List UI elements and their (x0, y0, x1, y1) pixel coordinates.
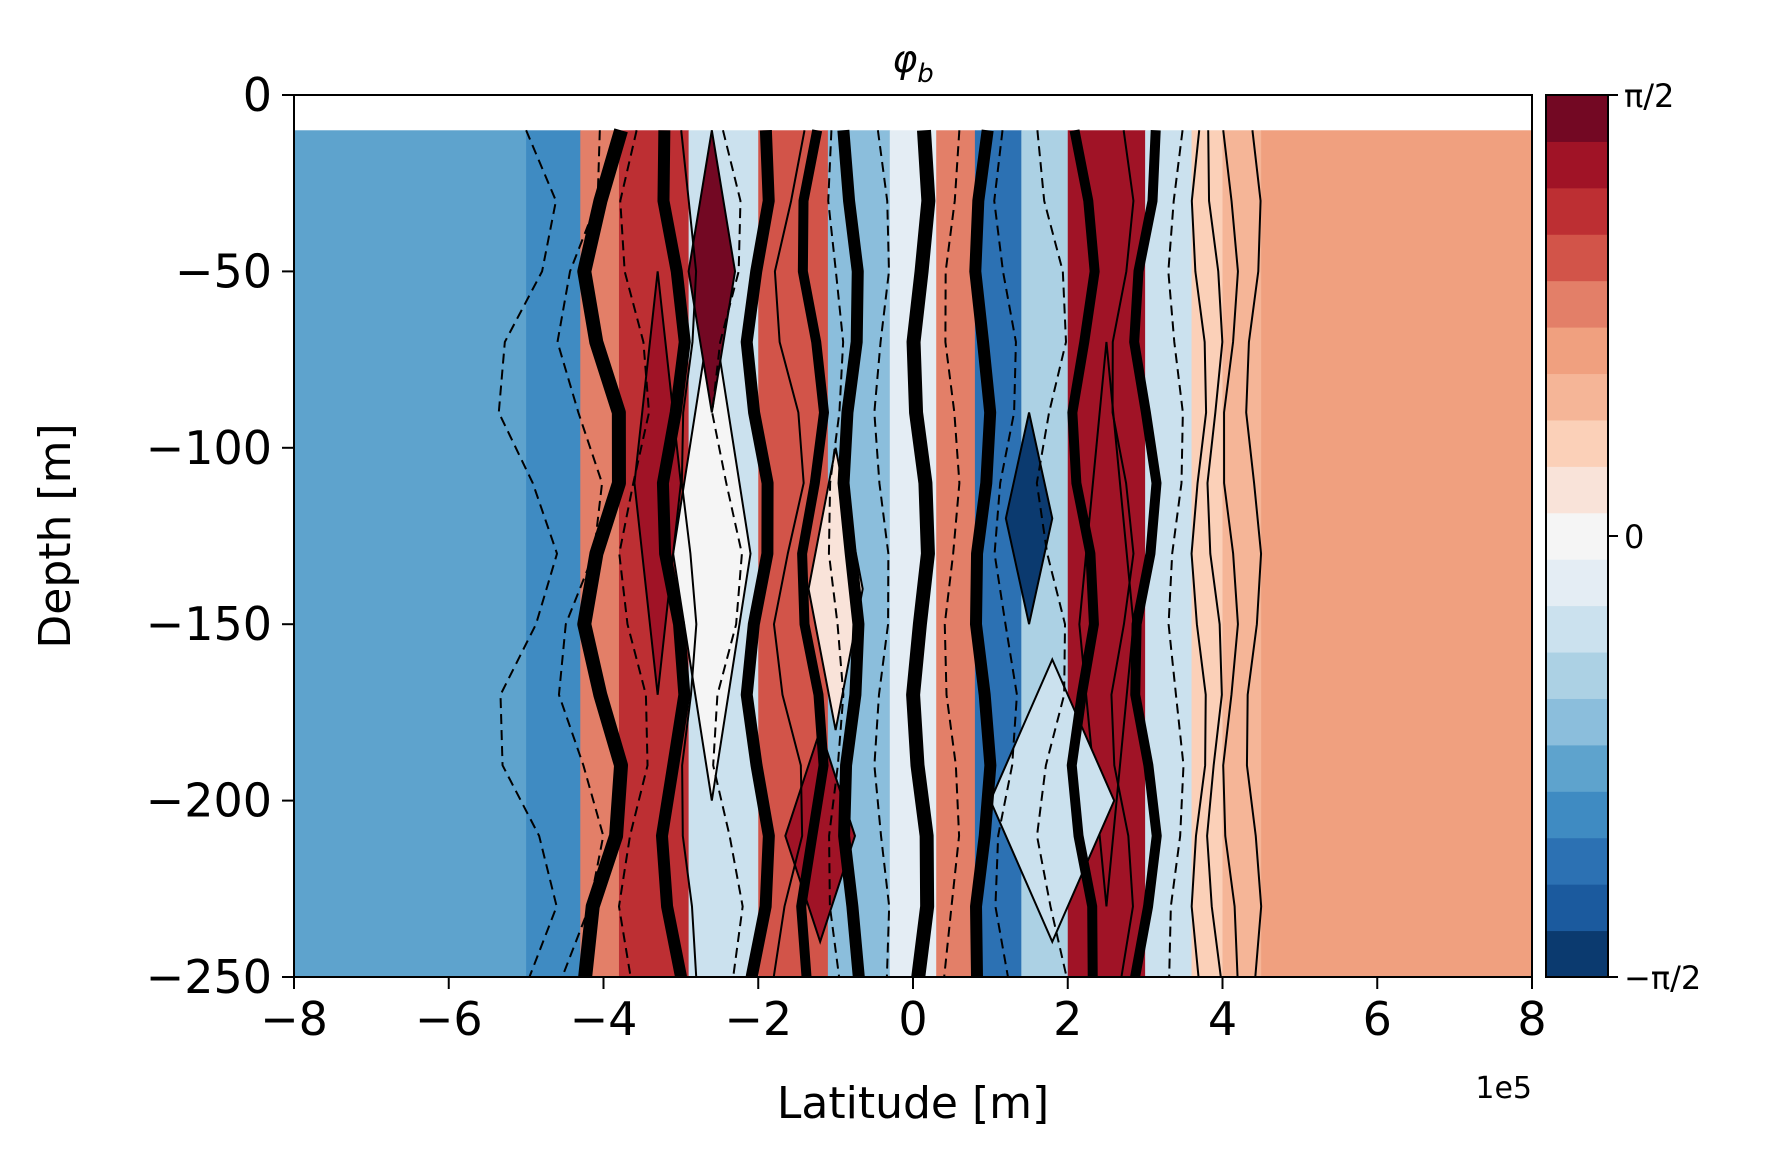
contour-line-positive (969, 129, 997, 977)
y-tick-label: −150 (146, 597, 272, 651)
chart-title: φb (892, 37, 934, 89)
colorbar-level (1546, 884, 1608, 932)
colorbar-level (1546, 187, 1608, 235)
colorbar-tick-label: π/2 (1624, 77, 1674, 115)
x-tick-label: 8 (1517, 992, 1546, 1046)
y-axis-label: Depth [m] (30, 423, 81, 648)
contour-line-positive (837, 129, 865, 977)
colorbar-level (1546, 327, 1608, 375)
colorbar-level (1546, 280, 1608, 328)
colorbar-level (1546, 141, 1608, 189)
contour-line-negative (943, 130, 961, 977)
y-tick-label: −200 (146, 774, 272, 828)
contour-line-positive (1110, 130, 1135, 977)
contour-line-positive (772, 130, 806, 977)
contour-line-positive (1222, 130, 1239, 977)
y-tick-label: −250 (146, 950, 272, 1004)
contour-line-positive (796, 129, 829, 977)
y-tick-label: −100 (146, 421, 272, 475)
chart-title-base: φ (892, 37, 917, 81)
contour-line-positive (1190, 130, 1208, 977)
filled-band (526, 130, 581, 977)
colorbar: π/2 0 −π/2 (1545, 77, 1701, 997)
x-tick-label: 2 (1053, 992, 1082, 1046)
colorbar-level (1546, 512, 1608, 560)
colorbar-level (1546, 419, 1608, 467)
contour-line-positive (680, 130, 698, 977)
colorbar-level (1546, 930, 1608, 978)
colorbar-level (1546, 791, 1608, 839)
x-axis: −8 −6 −4 −2 0 2 4 6 8 (260, 977, 1547, 1046)
colorbar-level (1546, 744, 1608, 792)
colorbar-level (1546, 559, 1608, 607)
colorbar-tick-label: −π/2 (1624, 959, 1701, 997)
filled-patch (989, 656, 1116, 945)
colorbar-tick-label: 0 (1624, 518, 1644, 556)
x-axis-offset-label: 1e5 (1475, 1071, 1532, 1106)
contour-line-positive (1129, 130, 1162, 977)
y-axis: 0 −50 −100 −150 −200 −250 (146, 68, 294, 1004)
colorbar-level (1546, 466, 1608, 514)
contour-line-positive (1066, 129, 1100, 977)
x-tick-label: −2 (724, 992, 792, 1046)
contour-line-positive (740, 130, 775, 977)
x-tick-label: 4 (1208, 992, 1237, 1046)
contour-line-negative (1167, 130, 1185, 977)
x-tick-label: 6 (1363, 992, 1392, 1046)
x-axis-label: Latitude [m] (777, 1078, 1049, 1129)
contour-line-positive (577, 128, 629, 977)
y-tick-label: −50 (175, 244, 272, 298)
contour-line-positive (655, 130, 691, 977)
contour-line-positive (1206, 130, 1224, 977)
filled-band (1222, 130, 1262, 977)
contour-line-negative (497, 129, 559, 977)
filled-band (1261, 130, 1532, 977)
y-tick-label: 0 (243, 68, 272, 122)
plot-area (294, 128, 1532, 977)
colorbar-level (1546, 698, 1608, 746)
x-tick-label: 0 (898, 992, 927, 1046)
colorbar-level (1546, 373, 1608, 421)
contour-line-positive (906, 129, 936, 977)
contour-line-negative (873, 130, 891, 977)
x-tick-label: −6 (415, 992, 483, 1046)
colorbar-level (1546, 652, 1608, 699)
x-tick-label: −4 (570, 992, 638, 1046)
colorbar-level (1546, 95, 1608, 142)
colorbar-level (1546, 837, 1608, 885)
contour-line-negative (993, 130, 1018, 977)
chart-title-sub: b (917, 59, 934, 89)
filled-patch (687, 130, 737, 413)
contour-line-positive (1245, 130, 1263, 977)
filled-band (936, 130, 976, 977)
colorbar-level (1546, 234, 1608, 282)
contour-line-negative (827, 130, 845, 977)
x-tick-label: −8 (260, 992, 328, 1046)
filled-band (294, 130, 527, 977)
colorbar-level (1546, 605, 1608, 653)
